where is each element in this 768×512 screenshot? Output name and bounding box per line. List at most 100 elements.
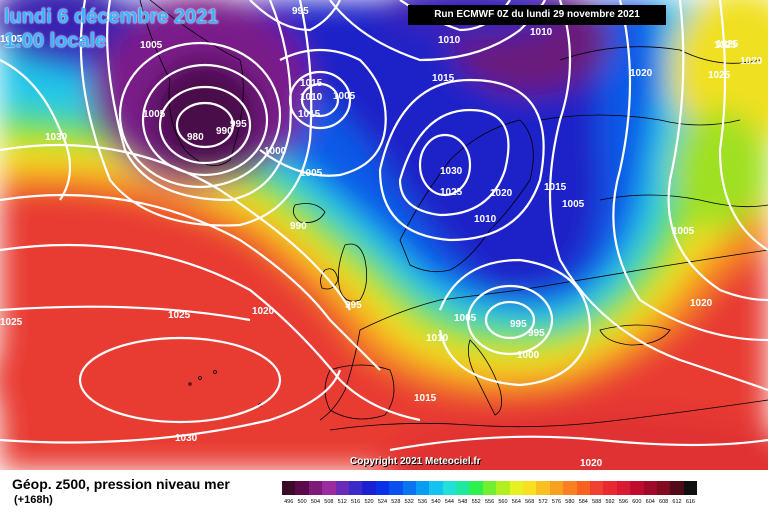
- lead-time: (+168h): [14, 494, 53, 506]
- colorbar-label: 576: [551, 499, 562, 505]
- colorbar-swatch: [335, 481, 349, 495]
- svg-text:1015: 1015: [432, 73, 455, 84]
- svg-text:1005: 1005: [0, 34, 23, 45]
- colorbar-label: 544: [444, 499, 454, 505]
- colorbar-swatch: [536, 481, 550, 495]
- svg-text:1015: 1015: [544, 182, 567, 193]
- colorbar-label: 524: [377, 499, 388, 505]
- svg-text:1005: 1005: [672, 226, 695, 237]
- colorbar-swatch: [643, 481, 657, 495]
- colorbar-swatch: [523, 481, 537, 495]
- forecast-time-title: 1:00 locale: [4, 30, 107, 52]
- colorbar-label: 560: [498, 499, 508, 505]
- colorbar-swatch: [549, 481, 564, 495]
- colorbar-label: 616: [685, 499, 695, 505]
- svg-text:990: 990: [290, 221, 307, 232]
- colorbar-label: 504: [310, 499, 321, 505]
- colorbar-label: 612: [672, 499, 682, 505]
- colorbar-label: 564: [511, 499, 521, 505]
- colorbar-swatch: [616, 481, 631, 495]
- colorbar-swatch: [603, 481, 617, 495]
- svg-text:1020: 1020: [252, 306, 275, 317]
- colorbar-swatch: [282, 481, 296, 495]
- svg-text:1010: 1010: [300, 92, 323, 103]
- isobar-labels: 995 1005 1025 1030 1005 980 995 990 1000…: [0, 6, 763, 469]
- colorbar-swatch: [482, 481, 497, 495]
- svg-text:1005: 1005: [143, 109, 166, 120]
- model-run-info: Run ECMWF 0Z du lundi 29 novembre 2021: [408, 5, 666, 25]
- colorbar-label: 540: [431, 499, 441, 505]
- svg-text:1005: 1005: [333, 91, 356, 102]
- geopotential-field: [0, 0, 768, 470]
- svg-text:995: 995: [230, 119, 247, 130]
- svg-text:1020: 1020: [630, 68, 653, 79]
- colorbar-label: 604: [645, 499, 655, 505]
- colorbar-swatch: [589, 481, 604, 495]
- colorbar-label: 500: [297, 499, 307, 505]
- colorbar-swatch: [683, 481, 698, 495]
- colorbar-swatch: [456, 481, 470, 495]
- colorbar-swatch: [375, 481, 390, 495]
- svg-text:1000: 1000: [517, 350, 540, 361]
- svg-text:990: 990: [216, 126, 233, 137]
- svg-text:1020: 1020: [740, 56, 763, 67]
- colorbar: [282, 481, 698, 495]
- svg-text:980: 980: [187, 132, 204, 143]
- colorbar-swatch: [496, 481, 510, 495]
- colorbar-label: 584: [578, 499, 588, 505]
- svg-text:1025: 1025: [0, 317, 23, 328]
- svg-text:1025: 1025: [168, 310, 191, 321]
- svg-text:1030: 1030: [175, 433, 198, 444]
- svg-text:1000: 1000: [264, 146, 287, 157]
- colorbar-label: 536: [418, 499, 428, 505]
- isobars: [0, 0, 768, 450]
- colorbar-label: 496: [284, 499, 294, 505]
- colorbar-swatch: [322, 481, 336, 495]
- colorbar-label: 568: [525, 499, 535, 505]
- colorbar-swatch: [308, 481, 323, 495]
- svg-text:1005: 1005: [454, 313, 477, 324]
- svg-text:1020: 1020: [580, 458, 603, 469]
- colorbar-swatch: [362, 481, 376, 495]
- colorbar-swatch: [469, 481, 483, 495]
- colorbar-label: 516: [351, 499, 361, 505]
- colorbar-label: 520: [364, 499, 374, 505]
- svg-text:1015: 1015: [414, 393, 437, 404]
- svg-text:1010: 1010: [530, 27, 553, 38]
- svg-text:1005: 1005: [562, 199, 585, 210]
- svg-text:1005: 1005: [140, 40, 163, 51]
- copyright-notice: Copyright 2021 Meteociel.fr: [350, 456, 481, 467]
- svg-text:1015: 1015: [298, 109, 321, 120]
- forecast-date-title: lundi 6 décembre 2021: [4, 6, 219, 28]
- colorbar-label: 588: [592, 499, 602, 505]
- colorbar-label: 592: [605, 499, 615, 505]
- coastlines: [139, 0, 768, 431]
- colorbar-swatch: [295, 481, 309, 495]
- colorbar-label: 548: [458, 499, 468, 505]
- colorbar-label: 608: [659, 499, 669, 505]
- colorbar-swatch: [576, 481, 590, 495]
- svg-text:995: 995: [292, 6, 309, 17]
- colorbar-swatch: [348, 481, 363, 495]
- svg-text:1010: 1010: [474, 214, 497, 225]
- colorbar-label: 596: [618, 499, 629, 505]
- svg-text:995: 995: [528, 328, 545, 339]
- colorbar-label: 552: [471, 499, 481, 505]
- colorbar-swatch: [415, 481, 430, 495]
- colorbar-swatch: [429, 481, 443, 495]
- svg-text:1010: 1010: [426, 333, 449, 344]
- colorbar-label: 556: [484, 499, 495, 505]
- svg-text:1025: 1025: [440, 187, 463, 198]
- map-caption: Géop. z500, pression niveau mer: [12, 476, 230, 492]
- svg-text:995: 995: [510, 319, 527, 330]
- colorbar-label: 600: [632, 499, 642, 505]
- svg-text:1010: 1010: [438, 35, 461, 46]
- colorbar-swatch: [656, 481, 671, 495]
- svg-text:1025: 1025: [716, 39, 739, 50]
- colorbar-label: 512: [337, 499, 347, 505]
- svg-text:995: 995: [345, 300, 362, 311]
- colorbar-label: 532: [404, 499, 414, 505]
- svg-text:1005: 1005: [300, 168, 323, 179]
- colorbar-label: 572: [538, 499, 548, 505]
